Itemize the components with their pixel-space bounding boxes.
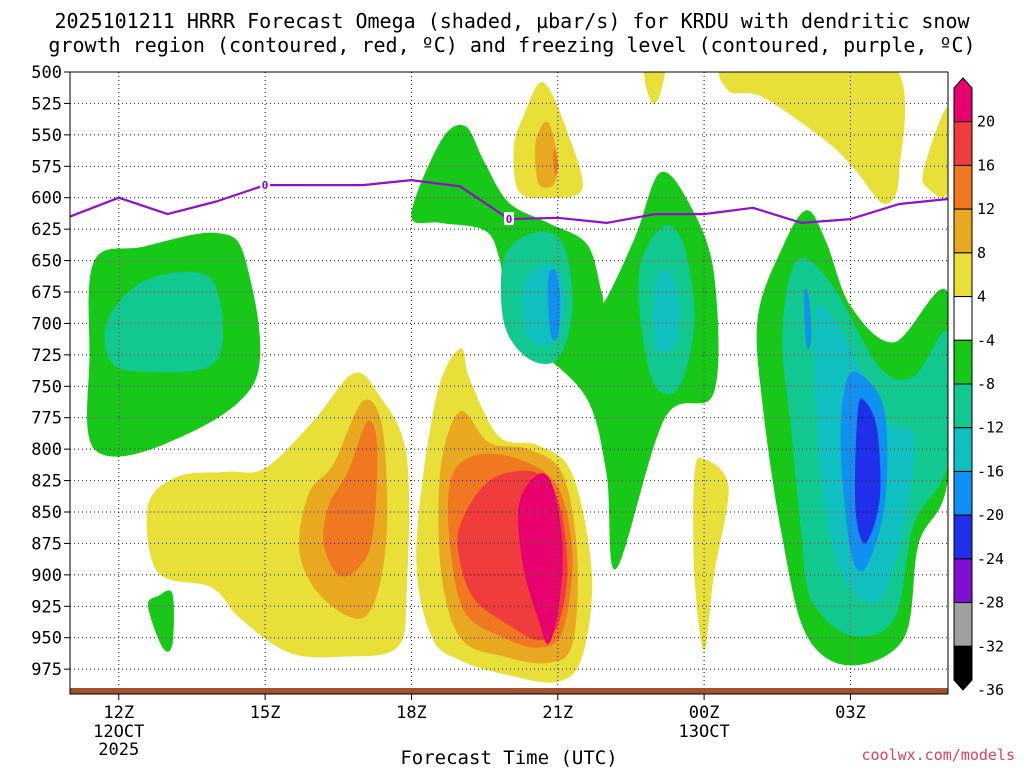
colorbar-segment (953, 470, 973, 516)
y-tick-label: 925 (31, 597, 62, 617)
y-tick-label: 700 (31, 314, 62, 334)
credit-text: coolwx.com/models (861, 746, 1015, 764)
y-tick-label: 525 (31, 94, 62, 114)
y-tick-label: 975 (31, 660, 62, 680)
colorbar-label: -16 (977, 462, 1004, 480)
y-tick-label: 650 (31, 252, 62, 272)
x-tick-date-label: 13OCT (679, 722, 730, 742)
x-tick-label: 18Z (396, 703, 427, 723)
colorbar-label: -12 (977, 419, 1004, 437)
y-tick-label: 950 (31, 629, 62, 649)
omega-region-26 (643, 72, 666, 104)
colorbar-label: 12 (977, 200, 995, 218)
y-tick-label: 550 (31, 126, 62, 146)
y-tick-label: 875 (31, 534, 62, 554)
omega-shading (87, 72, 948, 683)
colorbar-segment (953, 252, 973, 298)
x-tick-year-label: 2025 (98, 740, 139, 760)
colorbar-segment (953, 296, 973, 341)
x-tick-label: 03Z (835, 703, 866, 723)
colorbar-segment (953, 427, 973, 472)
y-tick-label: 775 (31, 409, 62, 429)
colorbar-label: -4 (977, 331, 995, 349)
x-tick-label: 12Z (103, 703, 134, 723)
chart-title-line2: growth region (contoured, red, ºC) and f… (48, 33, 975, 57)
x-tick-label: 00Z (689, 703, 720, 723)
omega-region-25 (552, 149, 558, 176)
y-tick-label: 825 (31, 472, 62, 492)
y-tick-label: 675 (31, 283, 62, 303)
omega-region-14 (804, 288, 812, 350)
colorbar-label: -8 (977, 375, 995, 393)
colorbar-segment (953, 514, 973, 560)
ground-strip (70, 688, 948, 694)
colorbar-label: -28 (977, 594, 1004, 612)
colorbar-label: 20 (977, 113, 995, 131)
omega-region-7 (653, 271, 680, 353)
x-axis-label: Forecast Time (UTC) (400, 747, 617, 768)
y-axis: 500 525 550 575 600 625 650 675 700 725 750 775 800 8… (31, 63, 70, 680)
colorbar-label: 4 (977, 288, 986, 306)
omega-region-3 (411, 124, 719, 570)
y-tick-label: 750 (31, 377, 62, 397)
y-tick-label: 500 (31, 63, 62, 83)
omega-region-13 (854, 398, 881, 544)
y-tick-label: 800 (31, 440, 62, 460)
y-tick-label: 850 (31, 503, 62, 523)
freezing-level-contour: 00 (70, 178, 948, 226)
plot-frame (69, 71, 949, 695)
colorbar-label: 16 (977, 156, 995, 174)
colorbar-label: -20 (977, 506, 1004, 524)
omega-region-28 (922, 107, 948, 198)
colorbar-label: -36 (977, 681, 1004, 699)
omega-region-24 (535, 121, 558, 189)
x-tick-label: 21Z (542, 703, 573, 723)
freezing-level-label-bg (504, 212, 514, 226)
colorbar-segment (953, 645, 973, 691)
colorbar-label: -32 (977, 637, 1004, 655)
colorbar-segment (953, 558, 973, 604)
colorbar: 20 16 12 8 4 -4 -8 -12 -16 -20 -24 -28 -32 -36 (953, 77, 1004, 699)
omega-region-8 (547, 269, 561, 341)
x-tick-date-label: 12OCT (93, 722, 144, 742)
colorbar-segment (953, 121, 973, 166)
colorbar-segment (953, 383, 973, 429)
omega-region-2 (147, 590, 174, 652)
omega-region-17 (323, 420, 378, 577)
colorbar-segment (953, 602, 973, 647)
chart-title-line1: 2025101211 HRRR Forecast Omega (shaded, … (54, 9, 970, 33)
colorbar-segment (953, 339, 973, 385)
freezing-level-label: 0 (506, 213, 513, 226)
y-tick-label: 600 (31, 189, 62, 209)
y-tick-label: 900 (31, 566, 62, 586)
omega-region-27 (718, 72, 906, 205)
freezing-level-label-bg (260, 178, 271, 192)
grid-lines (70, 71, 948, 688)
x-tick-label: 15Z (250, 703, 281, 723)
omega-region-1 (104, 271, 224, 373)
colorbar-label: -24 (977, 550, 1004, 568)
freezing-level-label: 0 (262, 179, 269, 192)
y-tick-label: 625 (31, 220, 62, 240)
colorbar-segment (953, 164, 973, 210)
y-tick-label: 575 (31, 157, 62, 177)
colorbar-label: 8 (977, 244, 986, 262)
y-tick-label: 725 (31, 346, 62, 366)
colorbar-segment (953, 77, 973, 123)
omega-region-29 (693, 457, 729, 651)
colorbar-segment (953, 208, 973, 254)
omega-region-22 (518, 473, 563, 645)
